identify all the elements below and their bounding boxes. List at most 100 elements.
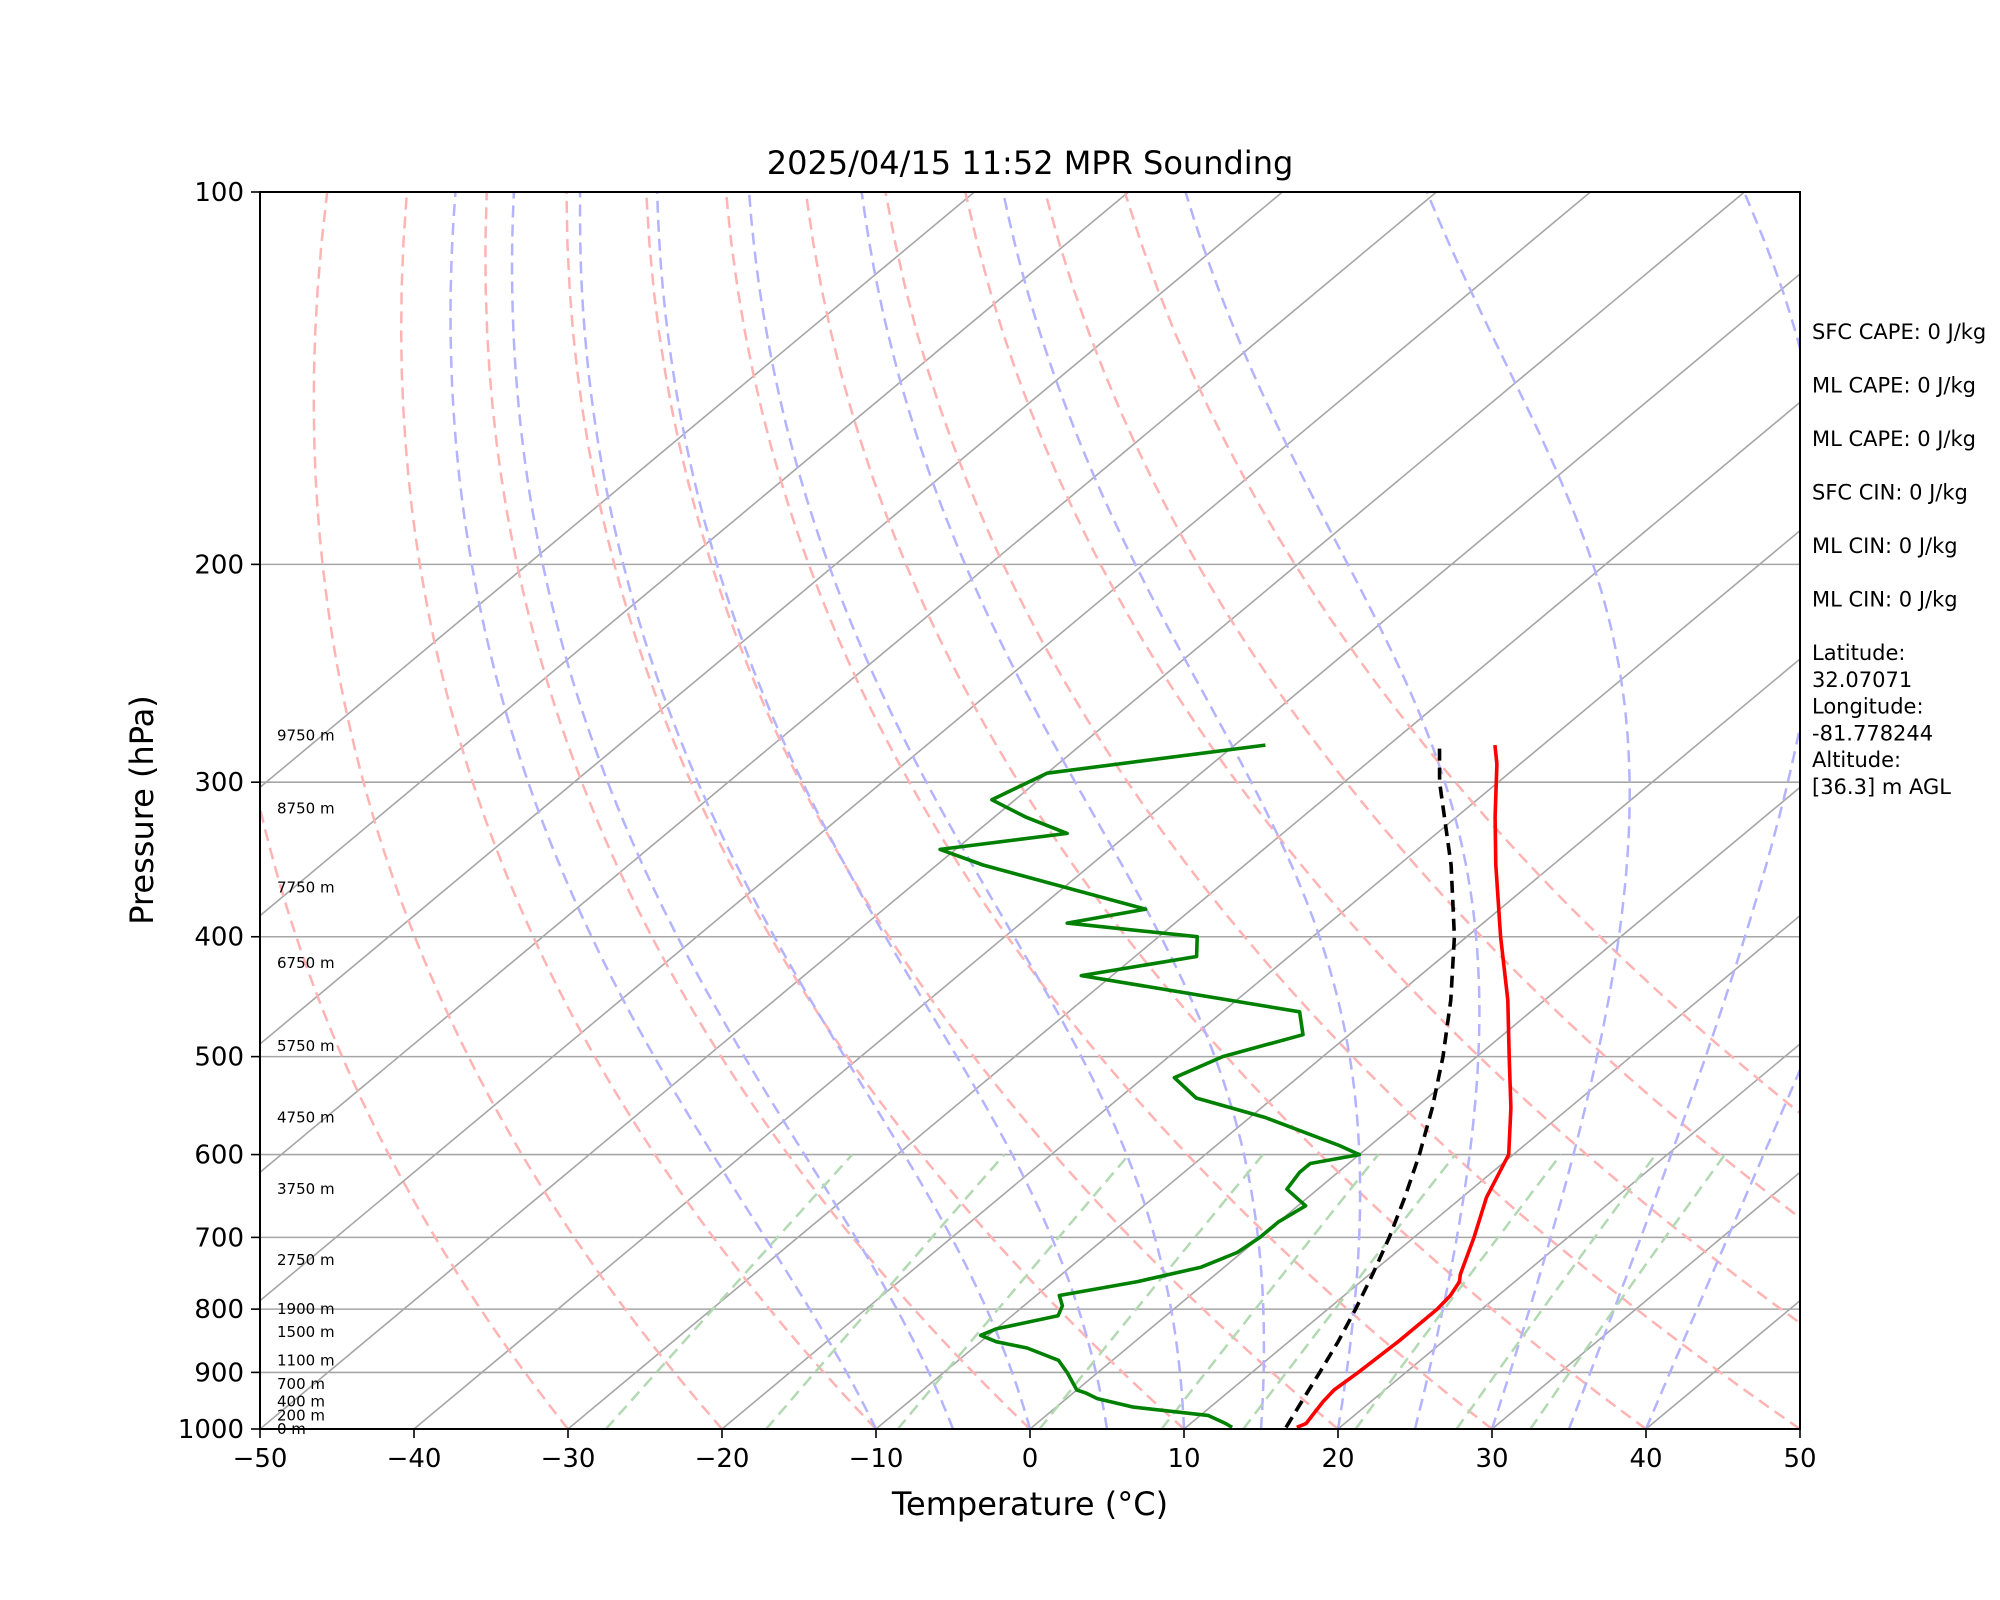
height-label: 200 m [277,1406,325,1424]
info-entry: Altitude: [36.3] m AGL [1812,748,1951,799]
isotherm-line [260,192,1283,1046]
dry-adiabat-line [804,192,1647,1429]
isotherm-line [260,192,1437,1174]
info-line: Altitude: [1812,748,1901,772]
dry-adiabat-line [644,192,1339,1429]
mixing-ratio-line [1354,1153,1562,1429]
height-label: 700 m [277,1375,325,1393]
height-label: 9750 m [277,726,335,744]
info-panel: SFC CAPE: 0 J/kg ML CAPE: 0 J/kg ML CAPE: … [1812,320,1986,799]
y-tick-label: 300 [194,768,244,798]
info-line: 32.07071 [1812,668,1912,692]
mixing-ratio-line [1160,1153,1380,1429]
info-entry: ML CAPE: 0 J/kg [1812,427,1976,451]
plot-area [260,192,1800,1429]
dry-adiabat-line [724,192,1493,1429]
height-label: 7750 m [277,879,335,897]
x-tick-label: 30 [1475,1444,1508,1474]
isotherm-line [567,401,1800,1429]
height-label: 400 m [277,1392,325,1410]
x-tick-label: 50 [1783,1444,1816,1474]
isotherm-line [1183,914,1800,1429]
mixing-ratio-line [1455,1153,1657,1429]
plot-frame [259,191,1801,1430]
info-line: ML CAPE: 0 J/kg [1812,427,1976,451]
moist-adiabat-line [1184,192,1481,1429]
isotherm-line [875,657,1800,1429]
moist-adiabat-line [578,192,1032,1429]
dry-adiabat-line [964,192,1800,1325]
dry-adiabat-line [399,192,877,1429]
dry-adiabat-line [1043,192,1800,1220]
info-line: [36.3] m AGL [1812,775,1951,799]
info-entry: ML CIN: 0 J/kg [1812,588,1958,612]
height-label: 5750 m [277,1037,335,1055]
height-label: 1100 m [277,1351,335,1369]
isotherm-line [1337,1042,1800,1429]
isotherm-line [721,529,1800,1429]
dry-adiabat-line [312,192,723,1429]
height-label: 8750 m [277,799,335,817]
x-tick-label: 0 [1022,1444,1039,1474]
moist-adiabat-line [655,192,1109,1429]
info-entry: ML CIN: 0 J/kg [1812,534,1958,558]
x-axis-ticks: −50 −40 −30 −20 −10 0 10 20 30 40 50 [233,1429,1817,1474]
y-tick-label: 100 [194,178,244,208]
moist-adiabat-line [747,192,1186,1429]
info-line: Latitude: [1812,641,1906,665]
isotherm-line [1491,1171,1800,1429]
x-tick-label: −10 [849,1444,904,1474]
info-entry: SFC CIN: 0 J/kg [1812,481,1968,505]
y-tick-label: 500 [194,1043,244,1073]
moist-adiabat-line [1567,192,1800,1429]
mixing-ratio-line [1038,1153,1264,1429]
moist-adiabat-lines [449,192,1800,1429]
temperature-profile-line [1296,744,1513,1429]
moist-adiabat-line [860,192,1266,1429]
info-line: Longitude: [1812,695,1924,719]
parcel-profile-line [1284,745,1457,1429]
dry-adiabat-line [484,192,1031,1429]
mixing-ratio-line [605,1153,854,1429]
y-tick-label: 600 [194,1141,244,1171]
height-label: 4750 m [277,1109,335,1127]
moist-adiabat-line [510,192,955,1429]
isotherm-line [260,192,1129,917]
info-line: SFC CIN: 0 J/kg [1812,481,1968,505]
info-line: ML CIN: 0 J/kg [1812,588,1958,612]
info-line: SFC CAPE: 0 J/kg [1812,320,1986,344]
y-axis-ticks: 1000 900 800 700 600 500 400 300 200 100 [178,178,260,1445]
y-tick-label: 400 [194,923,244,953]
moist-adiabat-line [1425,192,1631,1429]
x-tick-label: −40 [387,1444,442,1474]
info-line: ML CAPE: 0 J/kg [1812,374,1976,398]
y-tick-label: 900 [194,1358,244,1388]
mixing-ratio-line [1242,1153,1457,1429]
isotherm-line [260,192,975,789]
height-label: 1900 m [277,1300,335,1318]
isotherm-line [413,272,1800,1429]
info-entry: Latitude: 32.07071 [1812,641,1912,692]
dry-adiabat-line [565,192,1185,1429]
isotherm-lines [260,192,1800,1429]
dry-adiabat-lines [260,192,1800,1429]
x-tick-label: −50 [233,1444,288,1474]
y-tick-label: 200 [194,550,244,580]
mixing-ratio-lines [605,1153,1726,1429]
info-entry: Longitude: -81.778244 [1812,695,1933,746]
info-entry: ML CAPE: 0 J/kg [1812,374,1976,398]
dry-adiabat-line [260,802,569,1429]
info-line: ML CIN: 0 J/kg [1812,534,1958,558]
chart-title: 2025/04/15 11:52 MPR Sounding [767,144,1294,182]
x-tick-label: 20 [1321,1444,1354,1474]
y-tick-label: 700 [194,1223,244,1253]
dewpoint-profile-line [938,743,1362,1429]
x-tick-label: −20 [695,1444,750,1474]
y-axis-label: Pressure (hPa) [123,695,161,925]
isobar-lines [260,563,1800,1374]
dry-adiabat-line [884,192,1800,1429]
info-line: -81.778244 [1812,722,1933,746]
x-tick-label: 10 [1167,1444,1200,1474]
mixing-ratio-line [765,1153,1006,1429]
